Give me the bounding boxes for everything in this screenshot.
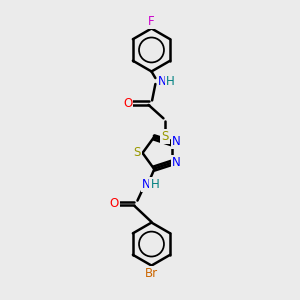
- Text: O: O: [123, 97, 132, 110]
- Text: N: N: [158, 74, 166, 88]
- Text: S: S: [161, 130, 169, 143]
- Text: N: N: [172, 135, 180, 148]
- Text: F: F: [148, 15, 155, 28]
- Text: O: O: [110, 197, 119, 210]
- Text: Br: Br: [145, 266, 158, 280]
- Text: H: H: [150, 178, 159, 190]
- Text: H: H: [166, 74, 175, 88]
- Text: N: N: [142, 178, 151, 190]
- Text: N: N: [172, 156, 180, 169]
- Text: S: S: [134, 146, 141, 160]
